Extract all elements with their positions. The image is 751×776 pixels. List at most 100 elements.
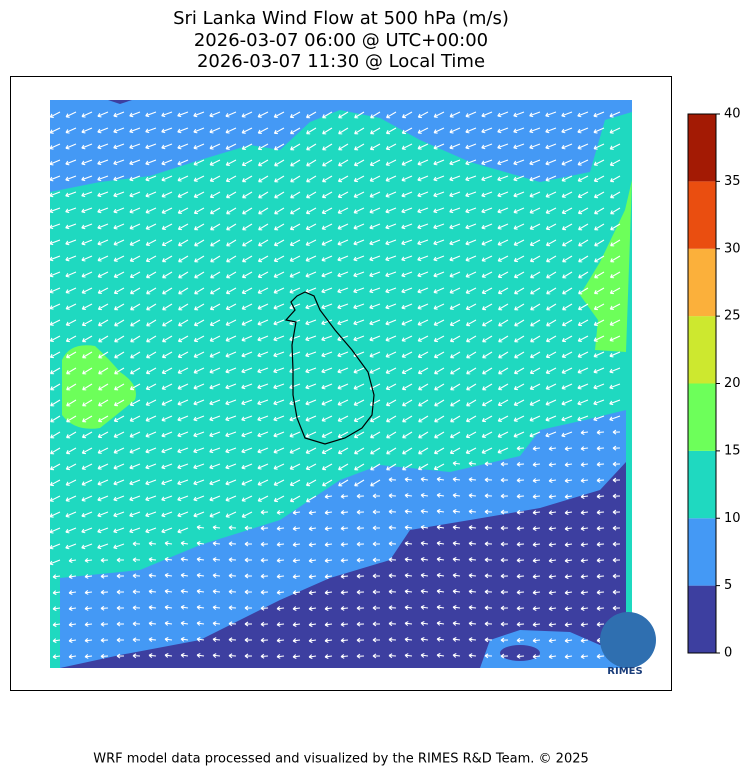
wind-arrow xyxy=(145,111,157,118)
wind-arrow xyxy=(305,207,317,215)
wind-arrow xyxy=(385,287,397,294)
wind-arrow xyxy=(548,526,557,532)
wind-arrow xyxy=(145,143,157,150)
wind-arrow xyxy=(161,111,173,118)
wind-arrow xyxy=(593,303,605,311)
colorbar-segment xyxy=(688,585,716,653)
wind-arrow xyxy=(450,399,461,407)
wind-arrow xyxy=(308,574,317,580)
wind-arrow xyxy=(434,399,445,407)
wind-arrow xyxy=(241,159,253,167)
wind-arrow xyxy=(321,191,333,199)
wind-arrow xyxy=(129,527,141,534)
wind-arrow xyxy=(273,399,285,406)
wind-arrow xyxy=(145,271,157,279)
wind-arrow xyxy=(338,127,349,135)
wind-arrow xyxy=(161,511,173,518)
wind-arrow xyxy=(433,239,445,246)
wind-arrow xyxy=(388,525,397,531)
wind-arrow xyxy=(578,239,589,247)
wind-arrow xyxy=(420,556,429,562)
wind-arrow xyxy=(449,191,461,198)
wind-arrow xyxy=(321,399,333,406)
wind-arrow xyxy=(226,223,237,231)
wind-arrow xyxy=(580,638,589,643)
wind-arrow xyxy=(404,621,413,626)
wind-arrow xyxy=(481,415,493,423)
wind-arrow xyxy=(353,175,365,183)
wind-arrow xyxy=(481,271,493,278)
wind-arrow xyxy=(49,559,61,566)
wind-arrow xyxy=(594,223,605,231)
wind-arrow xyxy=(577,175,589,182)
wind-arrow xyxy=(385,143,397,151)
wind-arrow xyxy=(481,175,493,182)
wind-arrow xyxy=(610,239,621,247)
wind-arrow xyxy=(484,589,493,595)
wind-arrow xyxy=(66,367,77,375)
wind-arrow xyxy=(161,383,173,390)
wind-arrow xyxy=(417,191,429,198)
colorbar-segment xyxy=(688,114,716,182)
wind-arrow xyxy=(561,111,573,118)
wind-arrow xyxy=(514,287,525,295)
wind-arrow xyxy=(369,191,381,198)
wind-arrow xyxy=(497,191,509,198)
wind-arrow xyxy=(65,223,77,230)
wind-arrow xyxy=(114,335,125,343)
wind-arrow xyxy=(562,303,573,311)
wind-arrow xyxy=(132,557,141,563)
wind-arrow xyxy=(98,335,109,343)
wind-arrow xyxy=(465,191,477,198)
wind-arrow xyxy=(385,303,397,310)
wind-arrow xyxy=(609,175,621,183)
wind-arrow xyxy=(340,509,349,515)
wind-arrow xyxy=(164,588,173,594)
wind-arrow xyxy=(402,463,413,471)
wind-arrow xyxy=(180,540,189,546)
wind-arrow xyxy=(65,111,77,118)
wind-arrow xyxy=(241,287,253,295)
wind-arrow xyxy=(577,191,589,199)
wind-arrow xyxy=(433,223,445,230)
wind-arrow xyxy=(162,319,173,327)
wind-arrow xyxy=(52,590,61,596)
wind-arrow xyxy=(385,399,397,407)
wind-arrow xyxy=(49,479,61,487)
wind-arrow xyxy=(84,574,93,579)
wind-arrow xyxy=(113,415,125,423)
wind-arrow xyxy=(436,476,445,482)
wind-arrow xyxy=(209,495,221,502)
wind-arrow xyxy=(65,447,77,455)
wind-arrow xyxy=(145,367,157,375)
wind-arrow xyxy=(548,558,557,564)
wind-arrow xyxy=(596,573,605,579)
wind-arrow xyxy=(241,351,253,358)
wind-arrow xyxy=(532,526,541,531)
wind-arrow xyxy=(81,271,93,278)
wind-arrow xyxy=(417,367,429,375)
wind-arrow xyxy=(276,526,285,531)
wind-arrow xyxy=(420,492,429,498)
wind-arrow xyxy=(49,335,61,343)
wind-arrow xyxy=(241,447,253,454)
wind-arrow xyxy=(545,399,557,406)
wind-arrow xyxy=(65,479,77,486)
wind-arrow xyxy=(321,319,333,326)
wind-arrow xyxy=(81,255,93,262)
wind-arrow xyxy=(289,447,301,454)
wind-arrow xyxy=(369,223,381,230)
wind-arrow xyxy=(498,319,509,327)
wind-arrow xyxy=(612,573,621,579)
wind-arrow xyxy=(449,335,461,343)
wind-arrow xyxy=(209,175,221,183)
wind-arrow xyxy=(193,431,205,438)
wind-arrow xyxy=(385,367,397,374)
wind-arrow xyxy=(148,573,157,579)
wind-arrow xyxy=(97,255,109,262)
wind-arrow xyxy=(258,175,269,183)
wind-arrow xyxy=(612,589,621,595)
wind-arrow xyxy=(516,637,525,643)
wind-arrow xyxy=(417,207,429,214)
wind-arrow xyxy=(209,127,221,134)
